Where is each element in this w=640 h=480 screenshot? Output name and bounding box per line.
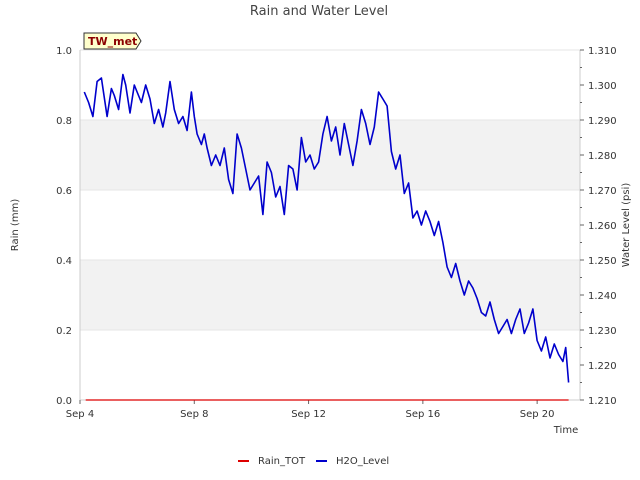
site-badge-shape [83, 32, 142, 50]
right-tick-label: 1.310 [588, 46, 617, 57]
left-tick-label: 1.0 [56, 46, 72, 57]
chart-title: Rain and Water Level [250, 4, 388, 19]
x-tick-label: Sep 12 [291, 409, 326, 420]
x-axis-label: Time [553, 425, 578, 436]
series-line-h2o-level [83, 73, 570, 383]
legend-label: Rain_TOT [258, 456, 306, 467]
right-tick-labels: 1.210 1.220 1.230 1.240 1.250 1.260 1.270 1.280… [580, 46, 617, 407]
right-tick-label: 1.250 [588, 256, 617, 267]
left-tick-labels: 0.0 0.2 0.4 0.6 0.8 1.0 [56, 46, 72, 407]
y-right-label: Water Level (psi) [621, 183, 632, 268]
site-badge: TW_met [83, 32, 142, 50]
x-tick-label: Sep 20 [520, 409, 555, 420]
right-tick-label: 1.220 [588, 361, 617, 372]
right-tick-label: 1.260 [588, 221, 617, 232]
gridlines [80, 49, 580, 401]
right-tick-label: 1.300 [588, 81, 617, 92]
legend-label: H2O_Level [336, 456, 389, 467]
y-left-label: Rain (mm) [10, 199, 21, 252]
left-tick-label: 0.6 [56, 186, 72, 197]
left-tick-label: 0.2 [56, 326, 72, 337]
band-lower [80, 260, 580, 330]
x-tick-label: Sep 16 [405, 409, 440, 420]
x-tick-labels: Sep 4 Sep 8 Sep 12 Sep 16 Sep 20 [66, 400, 555, 420]
left-tick-label: 0.4 [56, 256, 72, 267]
right-tick-label: 1.210 [588, 396, 617, 407]
right-tick-label: 1.230 [588, 326, 617, 337]
left-tick-label: 0.0 [56, 396, 72, 407]
right-tick-label: 1.240 [588, 291, 617, 302]
site-badge-label: TW_met [88, 35, 137, 48]
legend: Rain_TOT H2O_Level [238, 456, 389, 467]
right-tick-label: 1.290 [588, 116, 617, 127]
right-tick-label: 1.270 [588, 186, 617, 197]
x-tick-label: Sep 4 [66, 409, 94, 420]
x-tick-label: Sep 8 [180, 409, 208, 420]
left-tick-label: 0.8 [56, 116, 72, 127]
right-tick-label: 1.280 [588, 151, 617, 162]
series-layer [83, 73, 570, 401]
